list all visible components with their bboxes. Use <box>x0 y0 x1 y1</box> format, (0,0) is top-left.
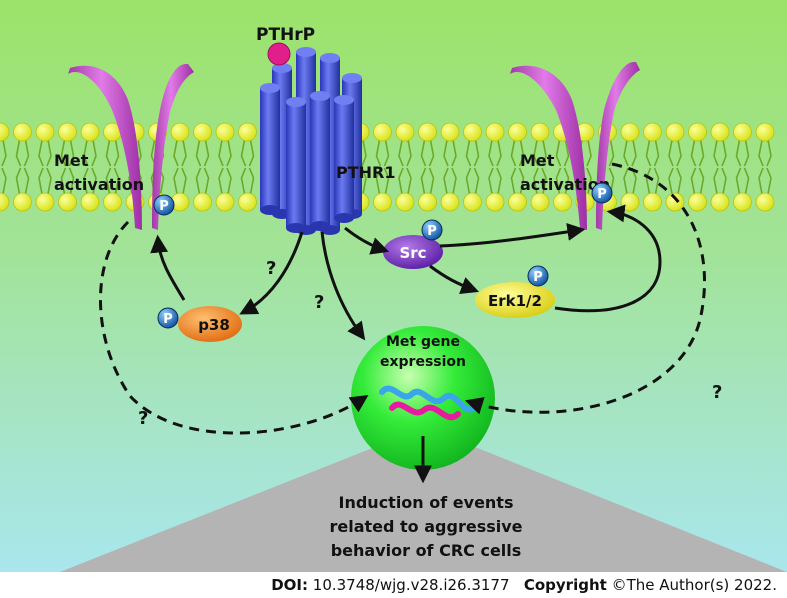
dna-strand-magenta <box>389 401 461 421</box>
met-activation-left-label-line1: Met <box>54 151 89 170</box>
met-gene-sphere: Met gene expression <box>351 326 495 470</box>
pthrp-label: PTHrP <box>256 25 315 45</box>
arrow-pthr1-to-gene <box>320 231 366 341</box>
p38-label: p38 <box>198 316 230 334</box>
arrow-p38-to-met-left <box>150 234 186 301</box>
gene-label-line1: Met gene <box>386 334 460 350</box>
phospho-met-left: P <box>153 194 175 216</box>
doi-value: 10.3748/wjg.v28.i26.3177 <box>312 576 510 594</box>
copyright-label: Copyright <box>523 576 607 594</box>
pthrp-ligand <box>267 42 291 66</box>
met-activation-right-label-line1: Met <box>520 151 555 170</box>
membrane-inner-leaflet <box>0 192 775 212</box>
phospho-erk-label: P <box>533 270 543 285</box>
dashed-arrows <box>99 162 707 435</box>
pthr1-receptor <box>260 47 362 235</box>
met-receptor-right <box>510 61 640 230</box>
dashed-met-left-to-gene <box>99 220 369 435</box>
phospho-met-right-label: P <box>597 187 607 202</box>
pthr1-label: PTHR1 <box>336 163 395 182</box>
signal-arrows <box>150 204 662 484</box>
p38-kinase: p38 P <box>157 306 242 342</box>
copyright-value: ©The Author(s) 2022. <box>611 576 777 594</box>
doi-label: DOI: <box>271 576 308 594</box>
question-mark-pthr1-p38: ? <box>266 258 276 279</box>
outcome-line1: Induction of events <box>339 493 514 512</box>
arrow-src-to-erk <box>429 264 480 295</box>
met-activation-right-label-line2: activation <box>520 175 610 194</box>
question-mark-pthr1-gene: ? <box>314 292 324 313</box>
figure-footer: DOI: 10.3748/wjg.v28.i26.3177 Copyright … <box>0 572 787 598</box>
dashed-met-right-to-gene <box>464 162 707 415</box>
phospho-p38-label: P <box>163 312 173 327</box>
src-kinase: Src P <box>383 219 443 269</box>
met-activation-left-label-line2: activation <box>54 175 144 194</box>
src-label: Src <box>399 244 426 262</box>
arrow-pthr1-to-src <box>344 226 390 255</box>
outcome-line3: behavior of CRC cells <box>331 541 522 560</box>
membrane-lipid-tails <box>1 139 772 195</box>
met-receptor-left <box>68 63 194 230</box>
arrow-erk-to-met-right <box>554 204 662 313</box>
arrow-pthr1-to-p38 <box>239 231 304 315</box>
phospho-met-right: P <box>591 182 613 204</box>
dna-strand-cyan <box>379 385 477 413</box>
question-mark-right-dashed: ? <box>712 382 722 403</box>
gene-label-line2: expression <box>380 354 466 370</box>
membrane-outer-leaflet <box>0 122 775 142</box>
phospho-met-left-label: P <box>159 199 169 214</box>
question-mark-left-dashed: ? <box>138 408 148 429</box>
outcome-cone <box>60 445 787 572</box>
outcome-line2: related to aggressive <box>329 517 522 536</box>
erk-label: Erk1/2 <box>488 292 542 310</box>
arrow-src-to-met-right <box>439 222 586 248</box>
phospho-src-label: P <box>427 224 437 239</box>
erk-kinase: Erk1/2 P <box>475 265 555 318</box>
